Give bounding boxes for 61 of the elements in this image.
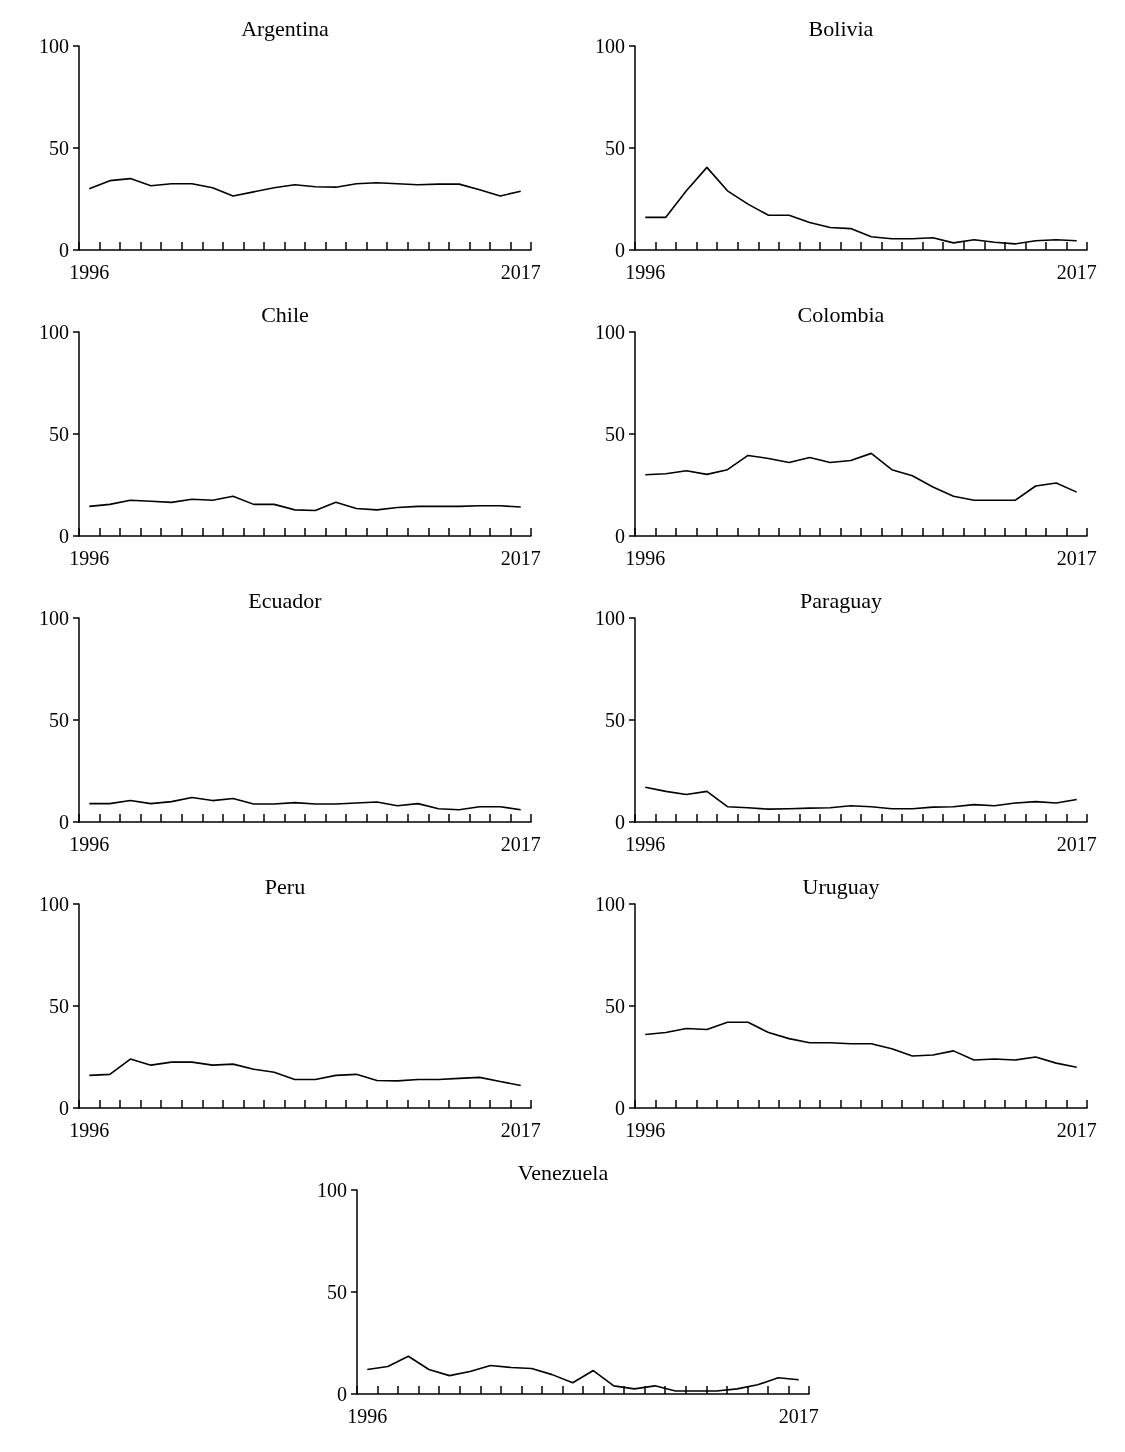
y-tick-label: 0 [58, 811, 69, 833]
y-tick-label: 50 [326, 1281, 347, 1303]
y-tick-label: 100 [38, 893, 69, 915]
y-tick-label: 50 [604, 709, 625, 731]
x-tick-label: 1996 [68, 261, 109, 283]
y-tick-label: 100 [594, 607, 625, 629]
y-tick-label: 100 [594, 321, 625, 343]
x-tick-label: 1996 [346, 1405, 387, 1427]
x-tick-label: 1996 [624, 833, 665, 855]
x-tick-label: 1996 [68, 1119, 109, 1141]
y-tick-label: 50 [48, 995, 69, 1017]
x-tick-label: 1996 [624, 1119, 665, 1141]
chart-title: Uruguay [802, 873, 879, 899]
x-tick-label: 2017 [500, 547, 541, 569]
x-tick-label: 2017 [1056, 547, 1097, 569]
y-tick-label: 100 [38, 35, 69, 57]
y-tick-label: 100 [38, 607, 69, 629]
chart-title: Chile [260, 301, 309, 327]
y-tick-label: 0 [58, 525, 69, 547]
y-tick-label: 0 [614, 811, 625, 833]
x-tick-label: 1996 [68, 547, 109, 569]
line-series [643, 786, 1078, 810]
chart-title: Bolivia [808, 15, 874, 41]
x-tick-label: 1996 [624, 261, 665, 283]
y-tick-label: 0 [614, 239, 625, 261]
y-tick-label: 100 [594, 35, 625, 57]
line-series [87, 177, 522, 197]
y-tick-label: 50 [48, 709, 69, 731]
x-tick-label: 1996 [624, 547, 665, 569]
line-series [643, 452, 1078, 502]
y-tick-label: 50 [48, 137, 69, 159]
x-tick-label: 2017 [1056, 833, 1097, 855]
x-tick-label: 2017 [500, 833, 541, 855]
x-tick-label: 2017 [500, 261, 541, 283]
x-tick-label: 2017 [1056, 1119, 1097, 1141]
y-tick-label: 100 [316, 1179, 347, 1201]
y-tick-label: 0 [336, 1383, 347, 1405]
x-tick-label: 2017 [500, 1119, 541, 1141]
chart-title: Ecuador [247, 587, 322, 613]
x-tick-label: 2017 [778, 1405, 819, 1427]
y-tick-label: 0 [614, 525, 625, 547]
x-tick-label: 2017 [1056, 261, 1097, 283]
y-tick-label: 0 [614, 1097, 625, 1119]
y-tick-label: 100 [594, 893, 625, 915]
y-tick-label: 50 [604, 995, 625, 1017]
chart-title: Argentina [240, 15, 329, 41]
line-series [87, 796, 522, 811]
y-tick-label: 50 [48, 423, 69, 445]
line-series [87, 495, 522, 512]
y-tick-label: 0 [58, 239, 69, 261]
chart-title: Paraguay [799, 587, 882, 613]
chart-title: Peru [264, 873, 305, 899]
y-tick-label: 50 [604, 423, 625, 445]
y-tick-label: 0 [58, 1097, 69, 1119]
y-tick-label: 50 [604, 137, 625, 159]
line-series [87, 1058, 522, 1087]
y-tick-label: 100 [38, 321, 69, 343]
line-series [643, 1021, 1078, 1068]
chart-title: Colombia [797, 301, 885, 327]
x-tick-label: 1996 [68, 833, 109, 855]
chart-title: Venezuela [517, 1159, 608, 1185]
